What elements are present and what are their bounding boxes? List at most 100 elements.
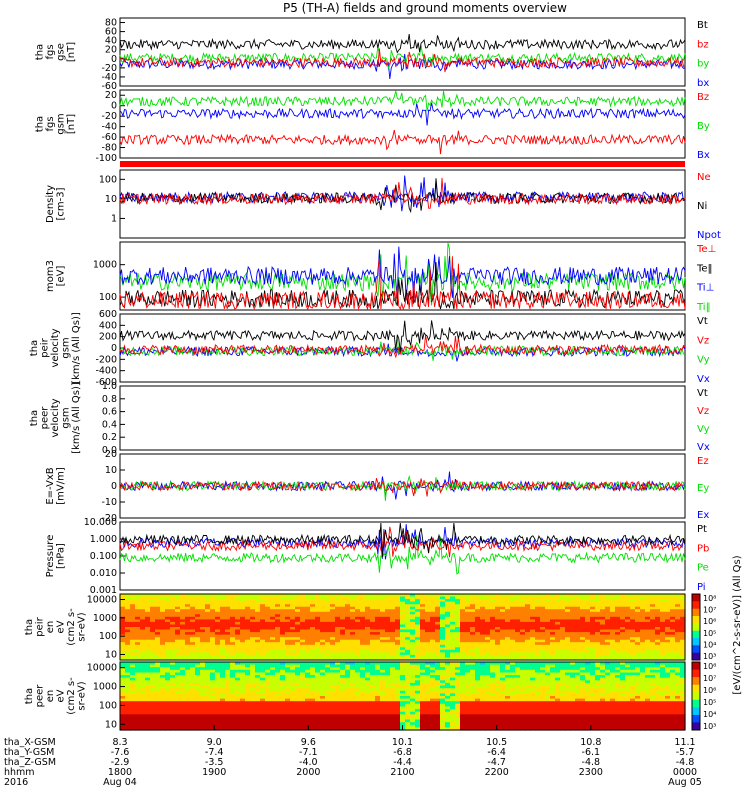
heatmap-cell [430,667,436,671]
heatmap-cell [310,621,316,625]
y-tick-label: -40 [101,122,117,133]
heatmap-cell [215,624,221,628]
heatmap-cell [140,690,146,694]
heatmap-cell [470,685,476,689]
heatmap-cell [465,664,471,668]
heatmap-cell [415,696,421,700]
heatmap-cell [170,644,176,648]
heatmap-cell [585,644,591,648]
heatmap-cell [410,624,416,628]
heatmap-cell [445,698,451,702]
heatmap-cell [440,611,446,615]
heatmap-cell [510,644,516,648]
heatmap-cell [205,639,211,643]
heatmap-cell [200,698,206,702]
heatmap-cell [225,644,231,648]
heatmap-cell [380,722,386,726]
heatmap-cell [195,664,201,668]
heatmap-cell [125,688,131,692]
heatmap-cell [370,657,376,661]
heatmap-cell [330,624,336,628]
heatmap-cell [600,616,606,620]
heatmap-cell [590,624,596,628]
heatmap-cell [240,611,246,615]
heatmap-cell [510,619,516,623]
heatmap-cell [360,711,366,715]
heatmap-cell [150,677,156,681]
heatmap-cell [270,644,276,648]
heatmap-cell [220,677,226,681]
heatmap-cell [285,667,291,671]
heatmap-cell [430,654,436,658]
heatmap-cell [140,669,146,673]
heatmap-cell [405,611,411,615]
heatmap-cell [610,644,616,648]
heatmap-cell [245,714,251,718]
heatmap-cell [450,601,456,605]
heatmap-cell [255,594,261,598]
heatmap-cell [130,642,136,646]
heatmap-cell [125,677,131,681]
heatmap-cell [185,667,191,671]
heatmap-cell [410,596,416,600]
heatmap-cell [180,621,186,625]
heatmap-cell [275,714,281,718]
heatmap-cell [185,709,191,713]
heatmap-cell [525,642,531,646]
heatmap-cell [395,711,401,715]
heatmap-cell [360,611,366,615]
heatmap-cell [660,627,666,631]
heatmap-cell [155,599,161,603]
heatmap-cell [585,606,591,610]
heatmap-cell [360,604,366,608]
y-tick-label: -60 [101,132,117,143]
heatmap-cell [280,601,286,605]
heatmap-cell [255,675,261,679]
heatmap-cell [615,601,621,605]
heatmap-cell [470,642,476,646]
heatmap-cell [335,677,341,681]
heatmap-cell [660,639,666,643]
heatmap-cell [410,693,416,697]
heatmap-cell [335,709,341,713]
heatmap-cell [590,601,596,605]
heatmap-cell [265,714,271,718]
heatmap-cell [445,724,451,728]
heatmap-cell [450,604,456,608]
heatmap-cell [670,609,676,613]
heatmap-cell [540,601,546,605]
heatmap-cell [310,682,316,687]
heatmap-cell [475,616,481,620]
heatmap-cell [145,604,151,608]
heatmap-cell [465,682,471,687]
heatmap-cell [615,621,621,625]
heatmap-cell [320,639,326,643]
heatmap-cell [555,644,561,648]
heatmap-cell [185,688,191,692]
heatmap-cell [255,616,261,620]
heatmap-cell [330,682,336,687]
heatmap-cell [195,644,201,648]
heatmap-cell [260,664,266,668]
heatmap-cell [385,616,391,620]
heatmap-cell [615,604,621,608]
heatmap-cell [460,693,466,697]
heatmap-cell [185,609,191,613]
heatmap-cell [460,706,466,710]
heatmap-cell [595,596,601,600]
heatmap-cell [595,621,601,625]
heatmap-cell [660,629,666,633]
heatmap-cell [290,654,296,658]
heatmap-cell [595,642,601,646]
heatmap-cell [300,624,306,628]
heatmap-cell [660,604,666,608]
heatmap-cell [305,709,311,713]
heatmap-cell [340,621,346,625]
heatmap-cell [425,614,431,618]
heatmap-cell [335,629,341,633]
heatmap-cell [665,604,671,608]
heatmap-cell [285,637,291,641]
heatmap-cell [130,664,136,668]
heatmap-cell [300,685,306,689]
heatmap-cell [345,652,351,656]
